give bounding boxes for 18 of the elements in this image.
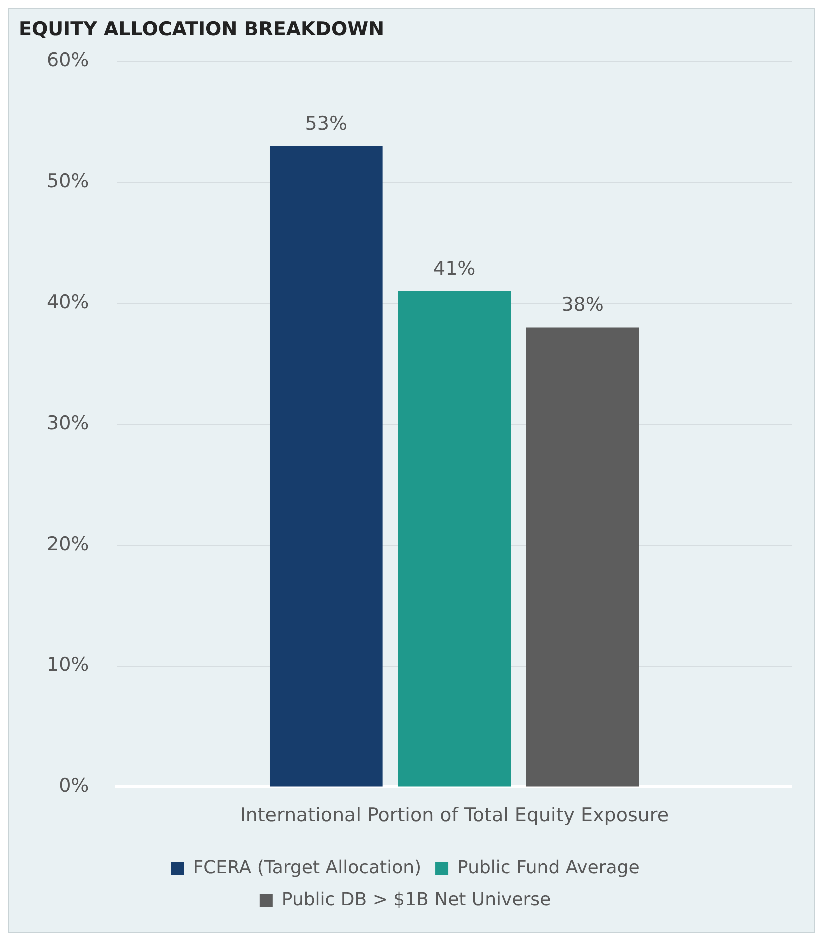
bar	[398, 292, 512, 787]
y-tick-label: 0%	[59, 775, 90, 798]
y-tick-label: 60%	[46, 50, 90, 72]
x-tick-label: International Portion of Total Equity Exposure	[240, 804, 670, 827]
data-label: 41%	[434, 258, 476, 280]
y-tick-label: 10%	[46, 654, 90, 676]
legend-label: Public Fund Average	[458, 858, 640, 879]
y-tick-label: 40%	[46, 292, 90, 314]
data-label: 38%	[562, 294, 604, 316]
data-label: 53%	[305, 112, 348, 135]
legend-label: Public DB > $1B Net Universe	[282, 890, 552, 911]
bar	[270, 146, 383, 787]
y-tick-label: 20%	[46, 533, 90, 556]
y-tick-label: 30%	[46, 412, 90, 434]
chart-title: EQUITY ALLOCATION BREAKDOWN	[19, 18, 385, 40]
y-tick-label: 50%	[46, 170, 90, 193]
bar	[526, 328, 640, 787]
legend-label: FCERA (Target Allocation)	[193, 858, 422, 879]
